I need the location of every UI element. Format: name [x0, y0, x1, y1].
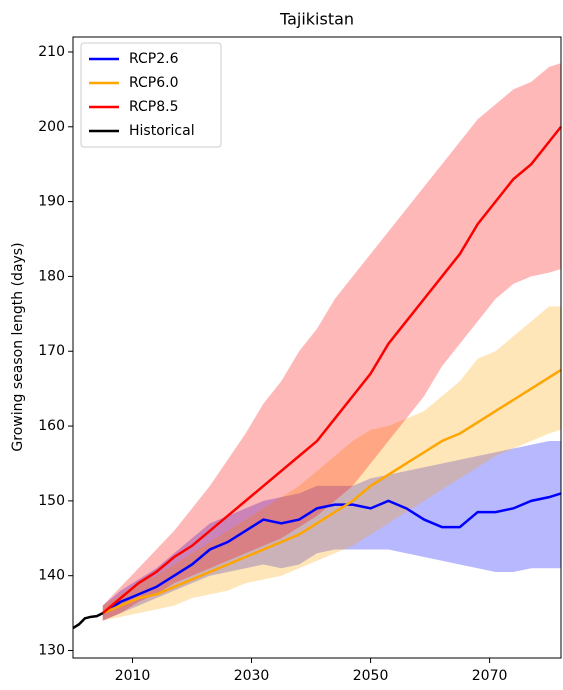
series-line	[102, 368, 562, 615]
plot-frame	[72, 36, 562, 659]
y-tick-label: 140	[38, 568, 65, 584]
y-tick-label: 130	[38, 643, 65, 659]
x-tick-label: 2010	[115, 668, 151, 684]
y-tick-label: 160	[38, 418, 65, 434]
y-tick-label: 180	[38, 268, 65, 284]
range-band	[102, 63, 561, 621]
x-tick-label: 2070	[472, 668, 508, 684]
legend-label: RCP6.0	[129, 75, 179, 91]
y-tick-label: 170	[38, 343, 65, 359]
y-axis-label: Growing season length (days)	[10, 242, 26, 451]
legend-box	[80, 42, 222, 148]
range-band	[102, 441, 561, 621]
series-line	[102, 492, 562, 615]
legend-label: RCP2.6	[129, 51, 179, 67]
y-tick-label: 200	[38, 119, 65, 135]
x-tick-label: 2030	[234, 668, 270, 684]
range-band	[102, 306, 561, 621]
y-tick-label: 210	[38, 44, 65, 60]
x-tick-label: 2050	[353, 668, 389, 684]
series-line	[72, 611, 104, 630]
legend-label: Historical	[129, 123, 195, 139]
y-tick-label: 150	[38, 493, 65, 509]
series-line	[101, 126, 562, 615]
y-tick-label: 190	[38, 194, 65, 210]
chart-title: Tajikistan	[279, 10, 354, 29]
legend-label: RCP8.5	[129, 99, 179, 115]
